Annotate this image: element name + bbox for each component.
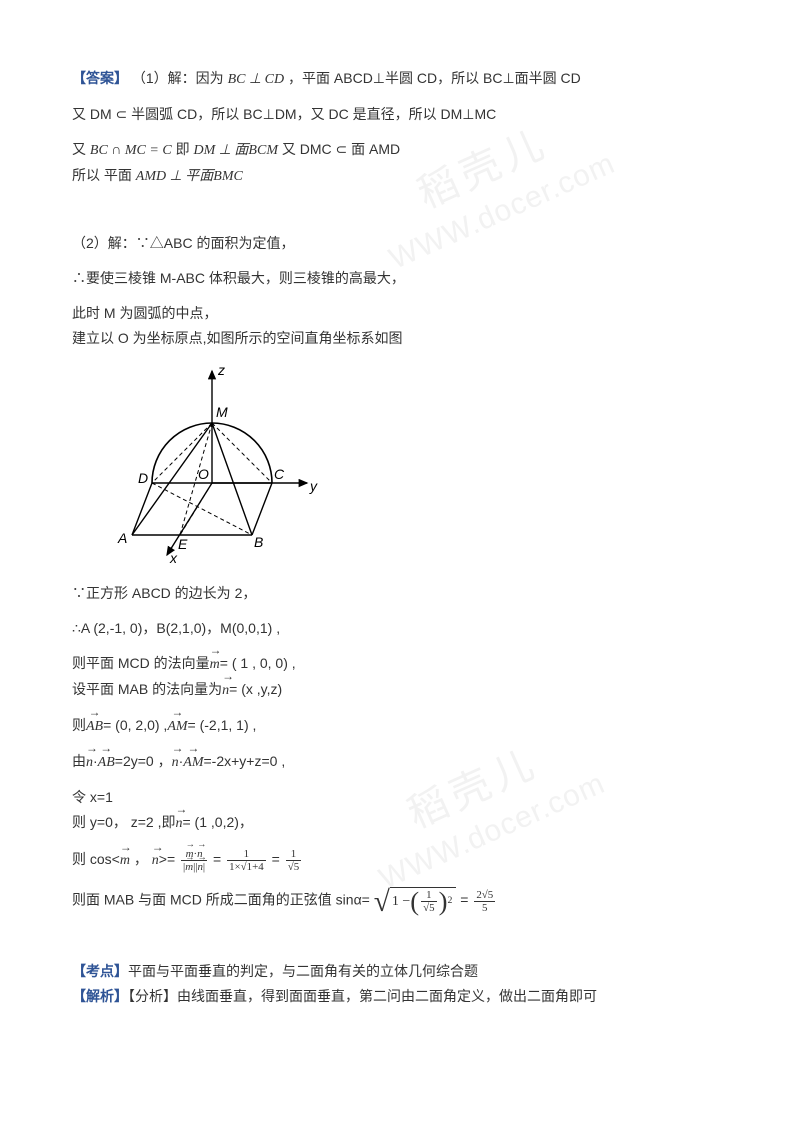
axis-z: z — [217, 363, 225, 378]
pt-B: B — [254, 534, 263, 550]
vec-n3: n — [172, 752, 179, 773]
frac-2: 1 1×√1+4 — [227, 848, 266, 873]
topic-text: 平面与平面垂直的判定，与二面角有关的立体几何综合题 — [128, 963, 478, 979]
p12a: 设平面 MAB 的法向量为 — [72, 681, 222, 697]
line-p8: 建立以 O 为坐标原点,如图所示的空间直角坐标系如图 — [72, 328, 722, 349]
line-p10: ∴A (2,-1, 0)，B(2,1,0)，M(0,0,1) , — [72, 618, 722, 639]
p13b: = (0, 2,0) , — [103, 717, 167, 733]
p13c: = (-2,1, 1) , — [188, 717, 257, 733]
p3m2: DM ⊥ 面BCM — [193, 143, 278, 158]
p3b: 即 — [176, 141, 194, 157]
line-p13: 则AB= (0, 2,0) ,AM= (-2,1, 1) , — [72, 715, 722, 737]
vec-m: m — [210, 654, 220, 675]
p13a: 则 — [72, 717, 86, 733]
line-p12: 设平面 MAB 的法向量为n= (x ,y,z) — [72, 679, 722, 701]
line-p7: 此时 M 为圆弧的中点， — [72, 303, 722, 324]
frac-1: m·n |m||n| — [181, 848, 207, 873]
line-analysis: 【解析】【分析】由线面垂直，得到面面垂直，第二问由二面角定义，做出二面角即可 — [72, 986, 722, 1007]
line-p5: （2）解：∵△ABC 的面积为定值， — [72, 233, 722, 254]
p1-math1: BC ⊥ CD — [228, 72, 285, 87]
pt-D: D — [138, 470, 148, 486]
vec-AB2: AB — [98, 752, 115, 773]
vec-n2: n — [86, 752, 93, 773]
line-p16: 则 y=0， z=2 ,即n= (1 ,0,2)， — [72, 812, 722, 834]
p1-rest: ，平面 ABCD⊥半圆 CD，所以 BC⊥面半圆 CD — [288, 70, 581, 86]
p4m: AMD ⊥ 平面BMC — [136, 169, 243, 184]
vec-m2: m — [120, 850, 130, 871]
line-answer-1: 【答案】 （1）解：因为 BC ⊥ CD ，平面 ABCD⊥半圆 CD，所以 B… — [72, 68, 722, 90]
vec-AM: AM — [167, 716, 187, 737]
line-p4: 所以 平面 AMD ⊥ 平面BMC — [72, 165, 722, 187]
line-p6: ∴要使三棱锥 M-ABC 体积最大，则三棱锥的高最大， — [72, 268, 722, 289]
line-p2: 又 DM ⊂ 半圆弧 CD，所以 BC⊥DM，又 DC 是直径，所以 DM⊥MC — [72, 104, 722, 125]
p16a: 则 y=0， z=2 ,即 — [72, 814, 175, 830]
axis-y: y — [309, 478, 318, 494]
line-p11: 则平面 MCD 的法向量m= ( 1 , 0, 0) , — [72, 653, 722, 675]
diagram-svg: z y x M O D — [112, 363, 332, 563]
line-p17: 则 cos<m ， n>= m·n |m||n| = 1 1×√1+4 = 1 … — [72, 848, 722, 873]
analysis-text: 【分析】由线面垂直，得到面面垂直，第二问由二面角定义，做出二面角即可 — [128, 988, 597, 1004]
line-topic: 【考点】平面与平面垂直的判定，与二面角有关的立体几何综合题 — [72, 961, 722, 982]
p17b: ， — [130, 851, 152, 867]
p14b: =2y=0 ， — [115, 753, 172, 769]
vec-AB: AB — [86, 716, 103, 737]
p3m1: BC ∩ MC = C — [90, 143, 172, 158]
axis-x: x — [169, 550, 178, 563]
pt-A: A — [117, 530, 127, 546]
label-answer: 【答案】 — [72, 70, 128, 86]
p12b: = (x ,y,z) — [229, 681, 282, 697]
p11a: 则平面 MCD 的法向量 — [72, 655, 210, 671]
vec-n: n — [222, 680, 229, 701]
frac-4: 2√5 5 — [474, 889, 495, 914]
p18a: 则面 MAB 与面 MCD 所成二面角的正弦值 sinα= — [72, 892, 370, 908]
p14c: =-2x+y+z=0 , — [204, 753, 286, 769]
page-content: 【答案】 （1）解：因为 BC ⊥ CD ，平面 ABCD⊥半圆 CD，所以 B… — [72, 68, 722, 1007]
line-p18: 则面 MAB 与面 MCD 所成二面角的正弦值 sinα= √ 1 − (1√5… — [72, 887, 722, 915]
line-p9: ∵正方形 ABCD 的边长为 2， — [72, 583, 722, 604]
p14a: 由 — [72, 753, 86, 769]
p4a: 所以 平面 — [72, 167, 136, 183]
p3a: 又 — [72, 141, 90, 157]
p16b: = (1 ,0,2)， — [182, 814, 252, 830]
vec-n5: n — [152, 850, 159, 871]
label-analysis: 【解析】 — [72, 988, 128, 1004]
vec-n4: n — [175, 813, 182, 834]
label-topic: 【考点】 — [72, 963, 128, 979]
p17a: 则 cos< — [72, 851, 120, 867]
line-p14: 由n·AB=2y=0 ，n·AM=-2x+y+z=0 , — [72, 751, 722, 773]
pt-C: C — [274, 466, 285, 482]
p3c: 又 DMC ⊂ 面 AMD — [282, 141, 400, 157]
line-p15: 令 x=1 — [72, 787, 722, 808]
line-p3: 又 BC ∩ MC = C 即 DM ⊥ 面BCM 又 DMC ⊂ 面 AMD — [72, 139, 722, 161]
pt-M: M — [216, 404, 228, 420]
pt-O: O — [198, 466, 209, 482]
vec-AM2: AM — [183, 752, 203, 773]
pt-E: E — [178, 536, 188, 552]
big-sqrt: √ 1 − (1√5)2 — [374, 887, 457, 915]
p1-prefix: （1）解：因为 — [132, 70, 228, 86]
frac-3: 1 √5 — [286, 848, 301, 873]
geometry-diagram: z y x M O D — [112, 363, 722, 569]
